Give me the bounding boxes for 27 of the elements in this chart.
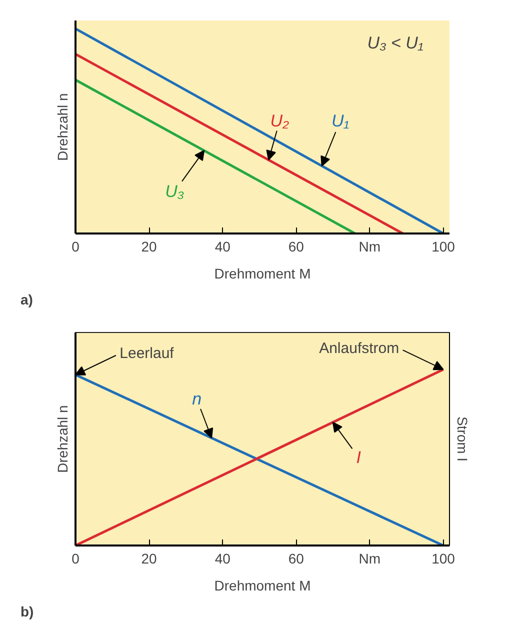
text: U₁ [331, 111, 350, 130]
y-axis-title: Drehzahl n [54, 405, 70, 473]
annotation: Anlaufstrom [319, 340, 400, 357]
x-tick-label: 0 [72, 550, 80, 566]
y-axis-title: Drehzahl n [54, 93, 70, 161]
series-label: n [192, 390, 202, 409]
x-tick-label: 60 [288, 238, 304, 254]
text: a) [20, 292, 33, 308]
series-label: I [356, 448, 362, 467]
x-tick-label: 100 [432, 550, 456, 566]
y2-axis-title: Strom I [454, 416, 470, 462]
x-tick-label: 0 [72, 238, 80, 254]
x-axis-title: Drehmoment M [214, 578, 311, 594]
x-tick-label: 100 [432, 238, 456, 254]
x-tick-label: 40 [214, 550, 231, 566]
x-tick-label: Nm [358, 238, 381, 254]
text: U₃ [165, 182, 184, 202]
text: b) [20, 604, 34, 620]
x-tick-label: 20 [141, 550, 158, 566]
annotation: U₃ < U₁ [367, 34, 424, 53]
x-tick-label: 40 [214, 238, 231, 254]
x-tick-label: Nm [358, 550, 381, 566]
series-label: U₂ [270, 112, 290, 131]
x-tick-label: 20 [141, 238, 158, 254]
x-tick-label: 60 [288, 550, 304, 566]
annotation: Leerlauf [120, 345, 175, 362]
x-axis-title: Drehmoment M [214, 266, 311, 282]
